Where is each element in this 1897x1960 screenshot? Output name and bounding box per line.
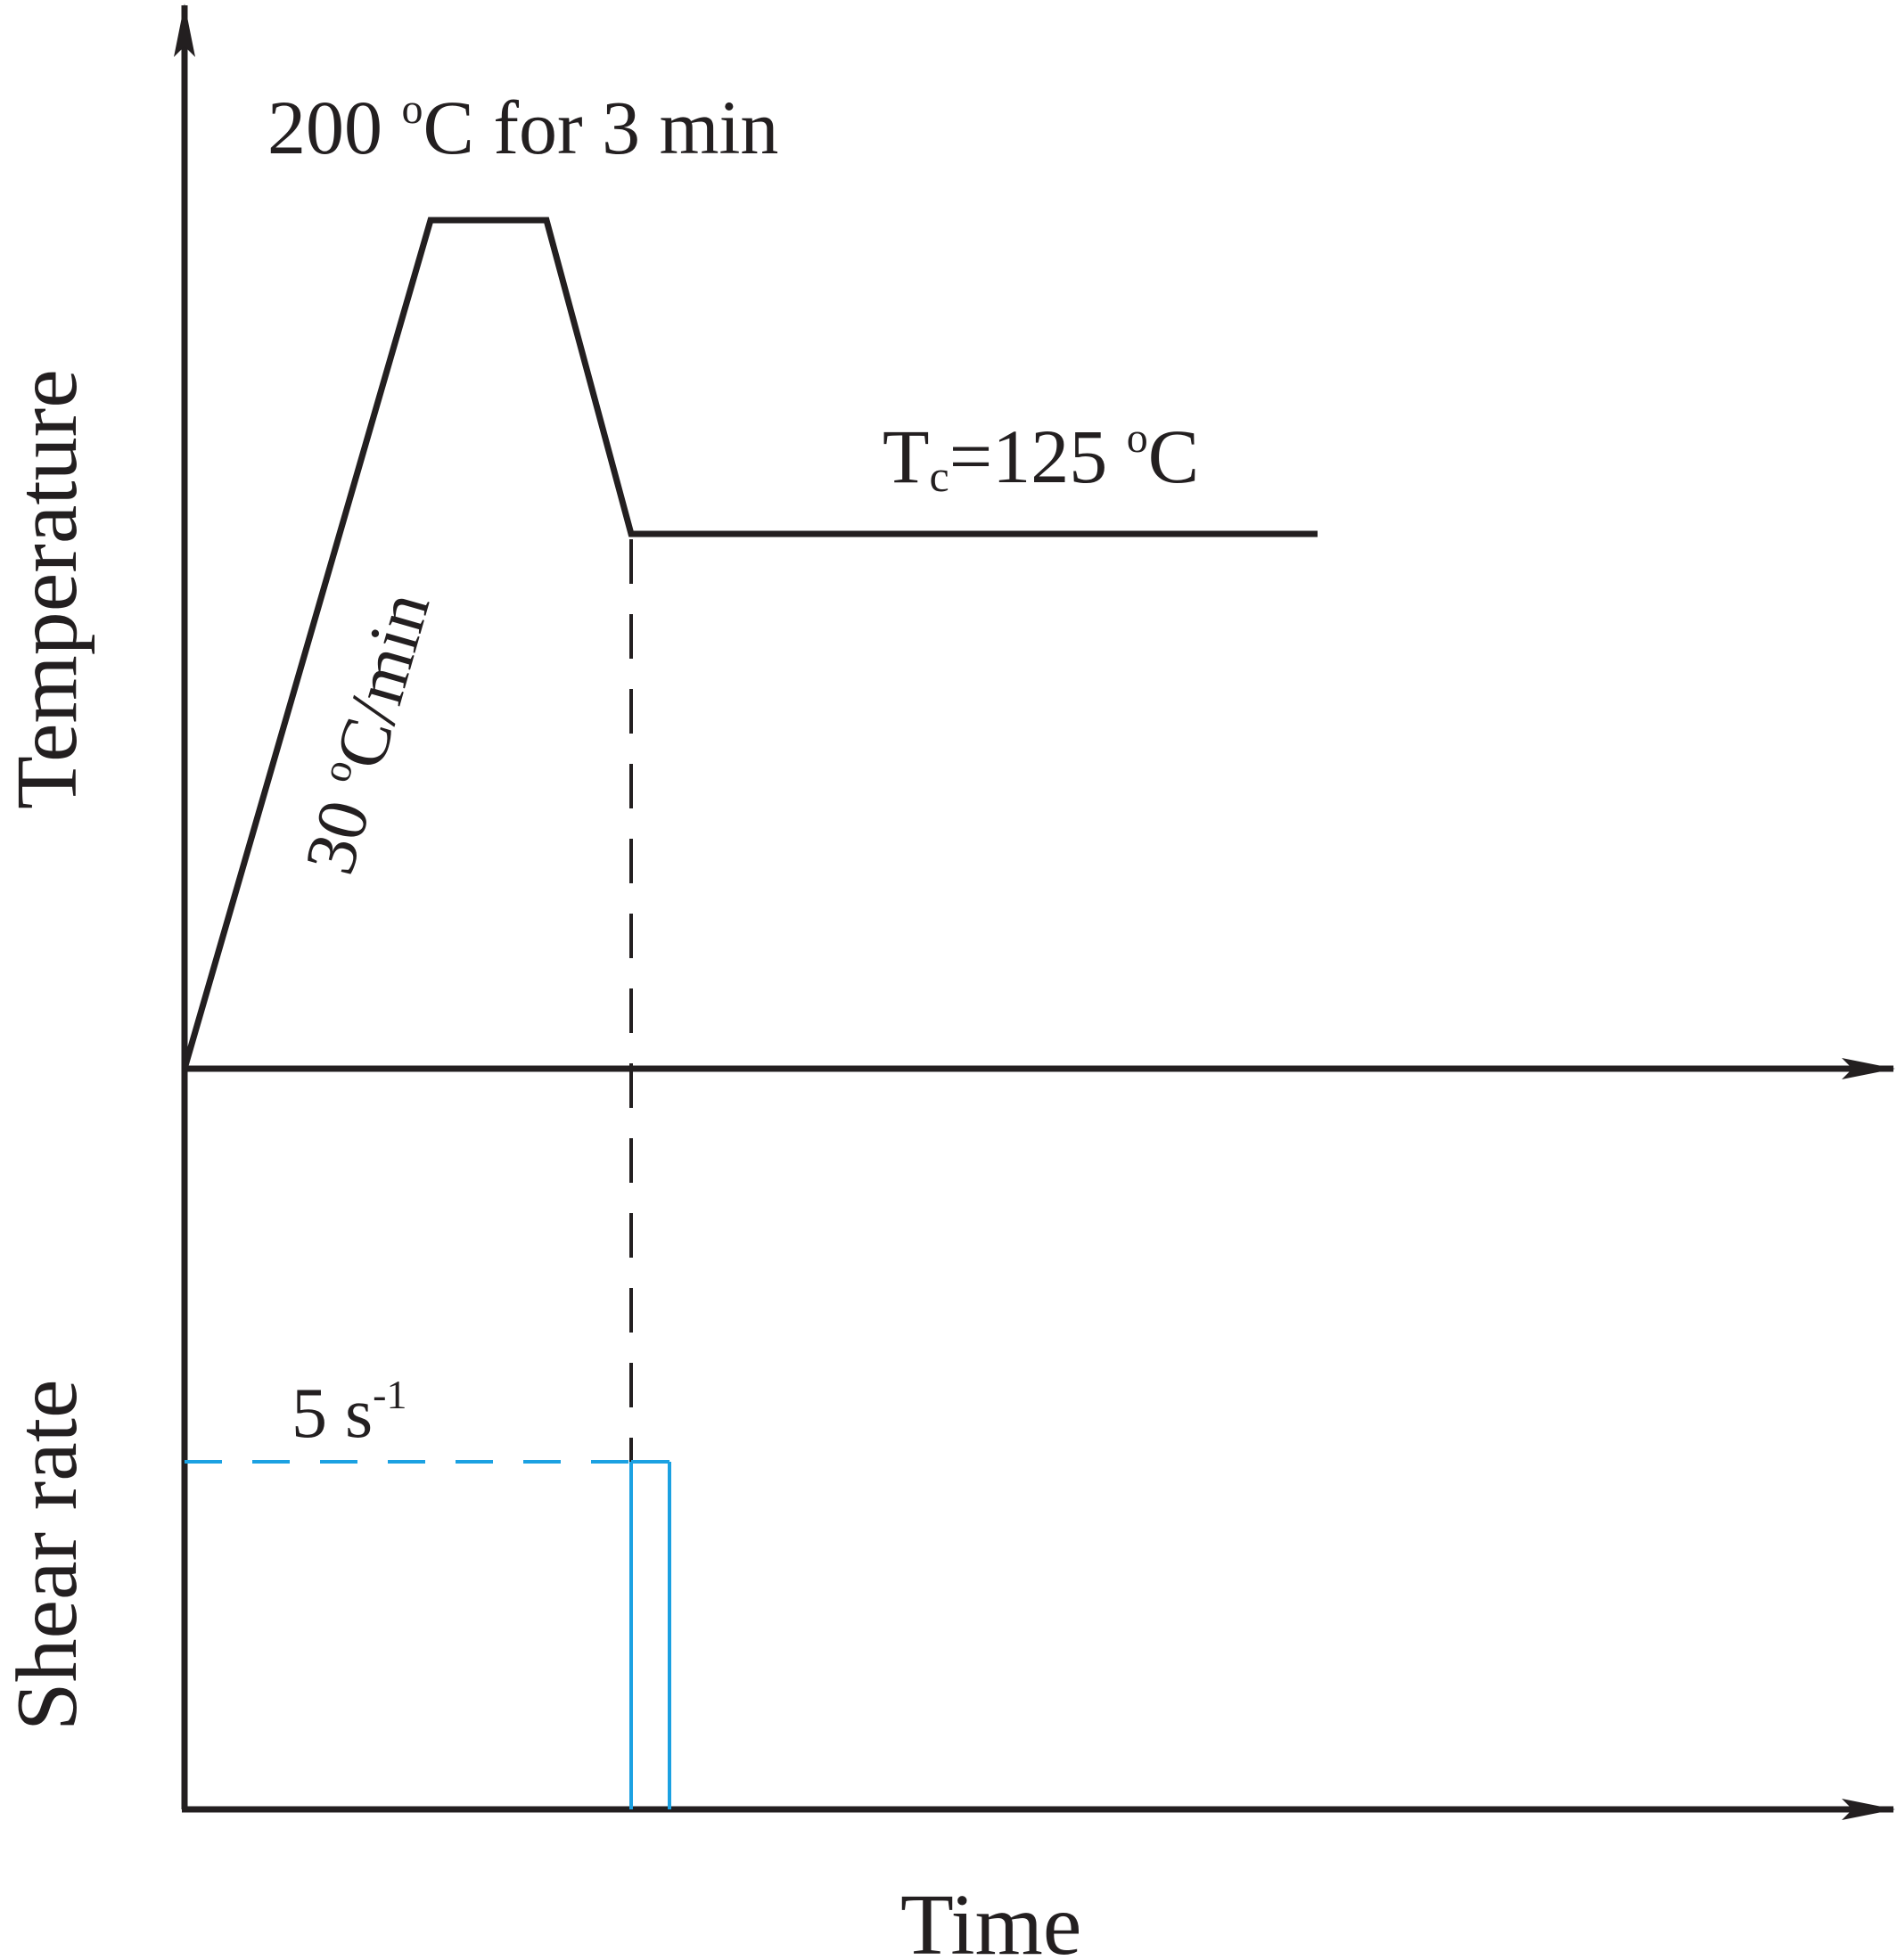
shear-rate-axis-title: Shear rate — [0, 1380, 95, 1732]
crystallization-temperature-label: Tc=125 oC — [883, 414, 1199, 501]
time-axis-title: Time — [900, 1877, 1081, 1960]
shear-rate-value-label: 5 s-1 — [292, 1372, 406, 1453]
temperature-profile-line — [181, 217, 1318, 1070]
temperature-axis-title: Temperature — [0, 369, 95, 809]
hold-condition-label: 200 oC for 3 min — [267, 85, 778, 170]
